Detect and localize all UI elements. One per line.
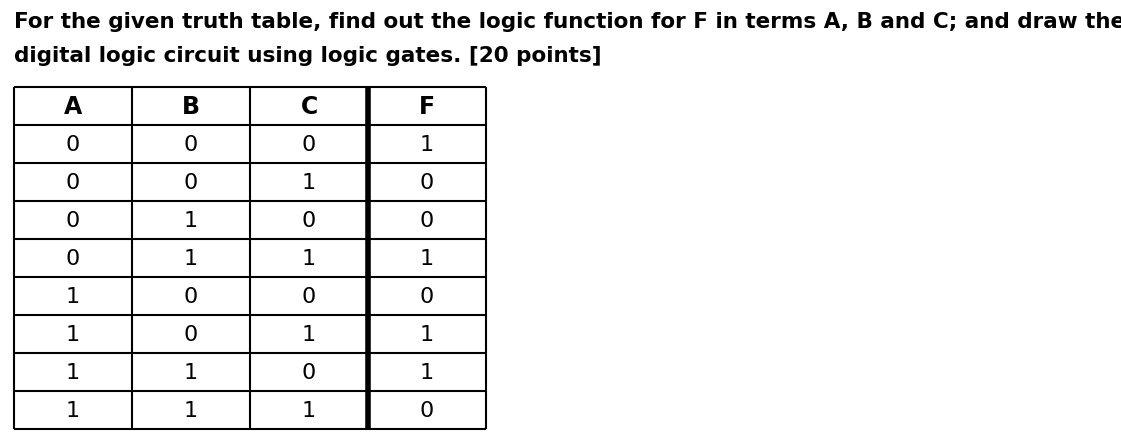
Text: 0: 0: [184, 173, 198, 193]
Text: 1: 1: [302, 324, 316, 344]
Text: 0: 0: [420, 173, 434, 193]
Text: A: A: [64, 95, 82, 119]
Text: 0: 0: [184, 135, 198, 155]
Text: 0: 0: [420, 211, 434, 230]
Text: digital logic circuit using logic gates. [20 points]: digital logic circuit using logic gates.…: [13, 46, 602, 66]
Text: 1: 1: [66, 286, 80, 306]
Text: 1: 1: [184, 362, 198, 382]
Text: 1: 1: [184, 400, 198, 420]
Text: B: B: [182, 95, 200, 119]
Text: 0: 0: [302, 362, 316, 382]
Text: 0: 0: [66, 135, 80, 155]
Text: 1: 1: [420, 248, 434, 268]
Text: 0: 0: [66, 248, 80, 268]
Text: 0: 0: [302, 286, 316, 306]
Text: 1: 1: [184, 248, 198, 268]
Text: 1: 1: [184, 211, 198, 230]
Text: 1: 1: [420, 324, 434, 344]
Text: 0: 0: [302, 211, 316, 230]
Text: 0: 0: [420, 286, 434, 306]
Text: 1: 1: [302, 173, 316, 193]
Text: For the given truth table, find out the logic function for F in terms A, B and C: For the given truth table, find out the …: [13, 12, 1121, 32]
Text: 1: 1: [420, 362, 434, 382]
Text: 0: 0: [66, 211, 80, 230]
Text: F: F: [419, 95, 435, 119]
Text: C: C: [300, 95, 317, 119]
Text: 0: 0: [184, 324, 198, 344]
Text: 1: 1: [66, 362, 80, 382]
Text: 1: 1: [66, 400, 80, 420]
Text: 1: 1: [420, 135, 434, 155]
Text: 0: 0: [66, 173, 80, 193]
Text: 0: 0: [184, 286, 198, 306]
Text: 1: 1: [302, 400, 316, 420]
Text: 0: 0: [302, 135, 316, 155]
Text: 1: 1: [302, 248, 316, 268]
Text: 1: 1: [66, 324, 80, 344]
Text: 0: 0: [420, 400, 434, 420]
